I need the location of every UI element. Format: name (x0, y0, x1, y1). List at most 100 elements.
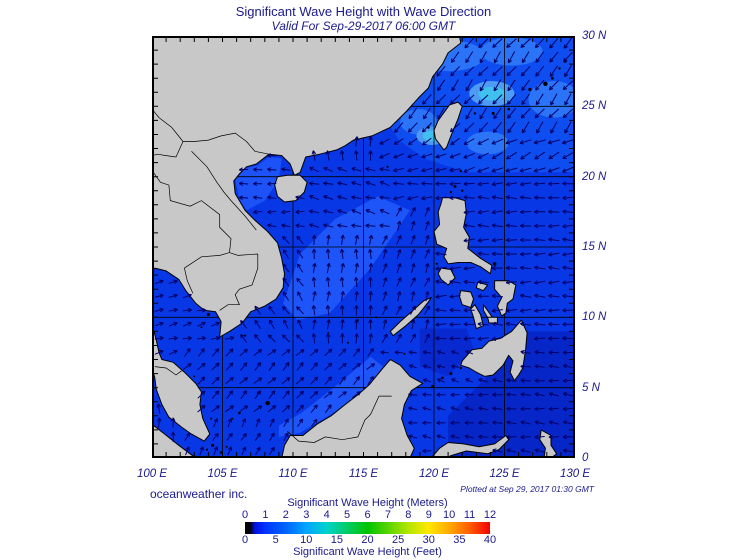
lat-label: 15 N (582, 241, 607, 253)
sea-patch-nw-borneo-bright (278, 356, 384, 437)
feet-tick: 20 (361, 534, 374, 546)
border-borneo-internal (287, 395, 392, 443)
border-malaysia-thailand (154, 366, 182, 376)
sea-patch-central-scs-bright (283, 196, 410, 321)
lat-label: 5 N (582, 381, 600, 394)
island-dot (459, 169, 462, 173)
island-dot (473, 112, 477, 115)
land-mainland-asia (152, 36, 462, 338)
lon-label: 110 E (278, 468, 308, 480)
feet-tick: 10 (300, 534, 313, 546)
land-malay-peninsula (152, 323, 211, 442)
border-thailand-cambodia-west (184, 268, 194, 294)
feet-tick: 40 (483, 534, 497, 546)
meters-tick: 5 (344, 509, 351, 521)
degree-ticks (153, 37, 574, 457)
lon-label: 130 E (559, 468, 591, 480)
island-dot (449, 372, 453, 376)
border-laos-thailand (153, 172, 232, 253)
land-borneo (281, 359, 424, 458)
feet-tick: 35 (453, 534, 466, 546)
island-dot (238, 411, 241, 415)
meters-tick: 0 (241, 509, 249, 521)
island-dot (492, 262, 497, 266)
island-dot (347, 341, 349, 344)
land-bohol (487, 316, 498, 324)
island-dot (375, 316, 378, 319)
island-dot (431, 384, 434, 388)
lon-label: 105 E (207, 468, 238, 480)
island-dot (244, 334, 247, 337)
sea-patch-sulu-dark (419, 328, 474, 377)
island-dot (507, 107, 511, 111)
island-dot (441, 376, 444, 380)
land-samar-leyte (494, 280, 517, 317)
feet-tick: 5 (272, 534, 279, 546)
border-china-vietnam (183, 132, 270, 155)
meters-tick: 1 (262, 509, 269, 521)
lon-label: 120 E (418, 468, 450, 480)
island-dot (453, 185, 457, 188)
island-dot (225, 445, 228, 448)
lat-label: 0 (582, 452, 589, 464)
island-dot (265, 400, 270, 406)
lat-label: 20 N (582, 170, 607, 183)
island-dot (558, 67, 561, 70)
island-dot (551, 76, 554, 80)
wave-height-colorbar (245, 522, 490, 534)
meters-tick: 2 (282, 509, 289, 521)
meters-tick: 11 (463, 509, 476, 521)
wave-map (152, 36, 575, 458)
sea-patch-mottle-4 (466, 131, 509, 155)
island-dot (231, 417, 234, 420)
border-china-myanmar (152, 108, 184, 142)
border-china-laos-myanmar (152, 141, 184, 158)
land-masbate (475, 281, 489, 292)
page-title: Significant Wave Height with Wave Direct… (235, 4, 492, 19)
wave-direction-arrows (154, 37, 574, 456)
lon-label: 125 E (489, 468, 520, 480)
feet-tick: 0 (241, 534, 249, 546)
feet-tick: 15 (330, 534, 343, 546)
land-taiwan (433, 101, 463, 151)
land-palawan (389, 297, 432, 337)
lat-label: 30 N (582, 30, 607, 42)
land-hainan (274, 174, 308, 203)
oceanweather-credit: oceanweather inc. (150, 487, 248, 501)
island-dot (491, 111, 495, 115)
lon-label: 115 E (348, 468, 379, 480)
meters-tick: 7 (384, 509, 391, 521)
land-sumatra (152, 423, 197, 458)
island-dot (206, 312, 210, 317)
legend-meters-title: Significant Wave Height (Meters) (287, 497, 448, 509)
land-luzon (433, 197, 493, 275)
lon-label: 100 E (136, 468, 168, 480)
border-thailand-cambodia-north (184, 252, 258, 269)
border-cambodia-vietnam (219, 254, 259, 311)
island-dot (211, 443, 215, 447)
island-dot (528, 87, 532, 92)
border-vietnam-laos (191, 151, 257, 231)
island-dot (386, 165, 389, 168)
meters-tick: 8 (405, 509, 412, 521)
lat-label: 25 N (582, 100, 607, 113)
island-dot (205, 448, 209, 451)
meters-tick: 4 (323, 509, 330, 521)
island-dot (200, 326, 203, 329)
legend-feet-title: Significant Wave Height (Feet) (293, 546, 442, 558)
island-dot (403, 352, 406, 355)
valid-time-subtitle: Valid For Sep-29-2017 06:00 GMT (271, 19, 456, 33)
meters-tick: 3 (303, 509, 310, 521)
island-dot (327, 331, 330, 334)
meters-tick: 10 (443, 509, 456, 521)
meters-tick: 12 (483, 509, 497, 521)
island-dot (449, 191, 452, 194)
plotted-timestamp: Plotted at Sep 29, 2017 01:30 GMT (460, 484, 594, 494)
meters-tick: 9 (425, 509, 432, 521)
feet-tick: 25 (392, 534, 405, 546)
island-dot (543, 81, 548, 86)
island-dot (210, 417, 213, 420)
island-dot (459, 366, 462, 370)
island-dot (193, 375, 196, 378)
